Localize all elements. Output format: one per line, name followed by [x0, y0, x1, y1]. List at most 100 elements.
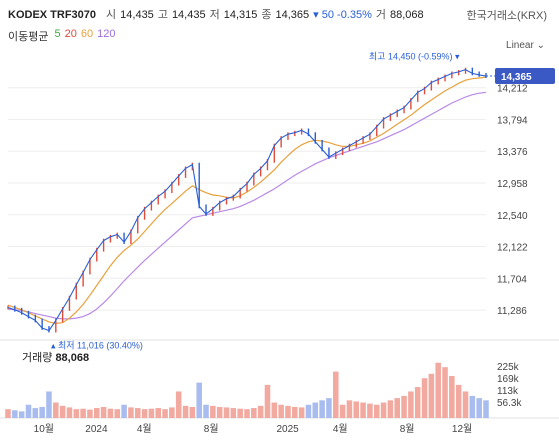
volume-tick-label: 169k [497, 374, 520, 385]
volume-tick-label: 113k [497, 386, 519, 397]
volume-label: 거 [375, 9, 387, 21]
scale-toggle-button[interactable]: Linear ⌄ [506, 40, 545, 51]
volume-panel-label: 거래량 [22, 352, 53, 364]
volume-bar [175, 391, 182, 418]
volume-bar [305, 404, 312, 418]
volume-bar [196, 382, 202, 418]
volume-bar [442, 367, 448, 418]
volume-bar [18, 411, 25, 418]
x-tick-label: 8월 [400, 423, 415, 435]
price-line [7, 69, 487, 332]
volume-bar [264, 384, 271, 418]
volume-bar [244, 409, 250, 418]
x-tick-label: 4월 [137, 423, 152, 435]
close-label: 종 [261, 9, 272, 21]
volume-bar [373, 404, 380, 418]
y-tick-label: 13,376 [497, 147, 528, 158]
volume-bar [94, 408, 100, 418]
y-tick-label: 12,122 [497, 243, 528, 254]
low-label: 저 [209, 9, 220, 21]
volume-bar [114, 409, 121, 418]
volume-bar [251, 408, 257, 418]
volume-bar [292, 406, 298, 418]
volume-bar [469, 395, 476, 418]
volume-bar [285, 405, 291, 418]
x-tick-label: 12월 [452, 423, 472, 435]
volume-bar [203, 404, 209, 418]
ma-5: 5 [54, 28, 61, 40]
x-tick-label: 8월 [204, 423, 219, 435]
ma-60-line [7, 91, 487, 320]
volume-bar [12, 410, 18, 418]
y-tick-label: 11,286 [497, 306, 527, 317]
volume-bar [80, 408, 86, 418]
volume-value: 88,068 [390, 9, 424, 21]
ohlc-header: KODEX TRF3070 시 14,435 고 14,435 저 14,315… [8, 6, 424, 22]
volume-bar [333, 371, 339, 418]
volume-bar [121, 404, 127, 418]
volume-bar [483, 400, 489, 418]
volume-bar [216, 406, 223, 418]
volume-bar [59, 405, 66, 418]
min-annotation: ▴ 최저 11,016 (30.40%) [51, 341, 143, 351]
volume-bar [66, 407, 73, 418]
current-price-tag [495, 68, 555, 85]
volume-bar [428, 373, 435, 418]
volume-bar [462, 391, 469, 418]
volume-bar [46, 391, 52, 418]
volume-bar [271, 402, 278, 418]
symbol-title: KODEX TRF3070 [8, 9, 97, 21]
low-value: 14,315 [223, 9, 258, 21]
volume-bar [312, 402, 319, 418]
volume-bar [169, 407, 175, 418]
volume-bar [380, 402, 387, 418]
volume-bar [107, 408, 114, 418]
volume-panel-title: 거래량 88,068 [22, 349, 89, 365]
y-tick-label: 11,704 [497, 274, 527, 285]
close-value: 14,365 [275, 9, 310, 21]
max-annotation: 최고 14,450 (-0.59%) ▾ [369, 52, 460, 62]
volume-bar [87, 409, 93, 418]
y-tick-label: 12,958 [497, 179, 528, 190]
volume-bar [360, 402, 366, 418]
volume-bar [182, 405, 189, 418]
volume-bar [162, 409, 168, 418]
x-tick-label: 2025 [277, 424, 300, 435]
volume-bar [298, 407, 305, 418]
volume-bar [353, 401, 360, 418]
volume-bar [39, 406, 45, 418]
ma-120: 120 [97, 28, 116, 40]
volume-bar [449, 376, 455, 418]
volume-bar [230, 408, 237, 418]
volume-bar [210, 405, 216, 418]
x-tick-label: 10월 [34, 423, 54, 435]
volume-bar [326, 398, 332, 418]
open-value: 14,435 [120, 9, 154, 21]
ma-60: 60 [80, 28, 94, 40]
volume-bar [25, 404, 32, 418]
y-tick-label: 14,212 [497, 84, 528, 95]
volume-bar [155, 408, 161, 418]
volume-bar [278, 404, 284, 418]
y-tick-label: 13,794 [497, 115, 528, 126]
volume-bar [408, 391, 414, 418]
exchange-label: 한국거래소(KRX) [466, 10, 547, 22]
volume-bar [148, 408, 155, 418]
volume-bar [100, 406, 107, 418]
volume-bar [387, 400, 394, 418]
change-value: ▾ 50 -0.35% [313, 9, 372, 21]
volume-bar [346, 400, 353, 418]
moving-average-legend[interactable]: 이동평균 5 20 60 120 [8, 28, 115, 44]
ma-20-line [7, 76, 487, 325]
x-tick-label: 2024 [85, 424, 108, 435]
volume-bar [73, 409, 80, 418]
ma-20: 20 [64, 28, 77, 40]
volume-bar [319, 400, 325, 418]
volume-bar [32, 408, 39, 418]
volume-bar [339, 404, 346, 418]
volume-bar [394, 398, 400, 418]
volume-bar [128, 407, 134, 418]
open-label: 시 [106, 9, 117, 21]
